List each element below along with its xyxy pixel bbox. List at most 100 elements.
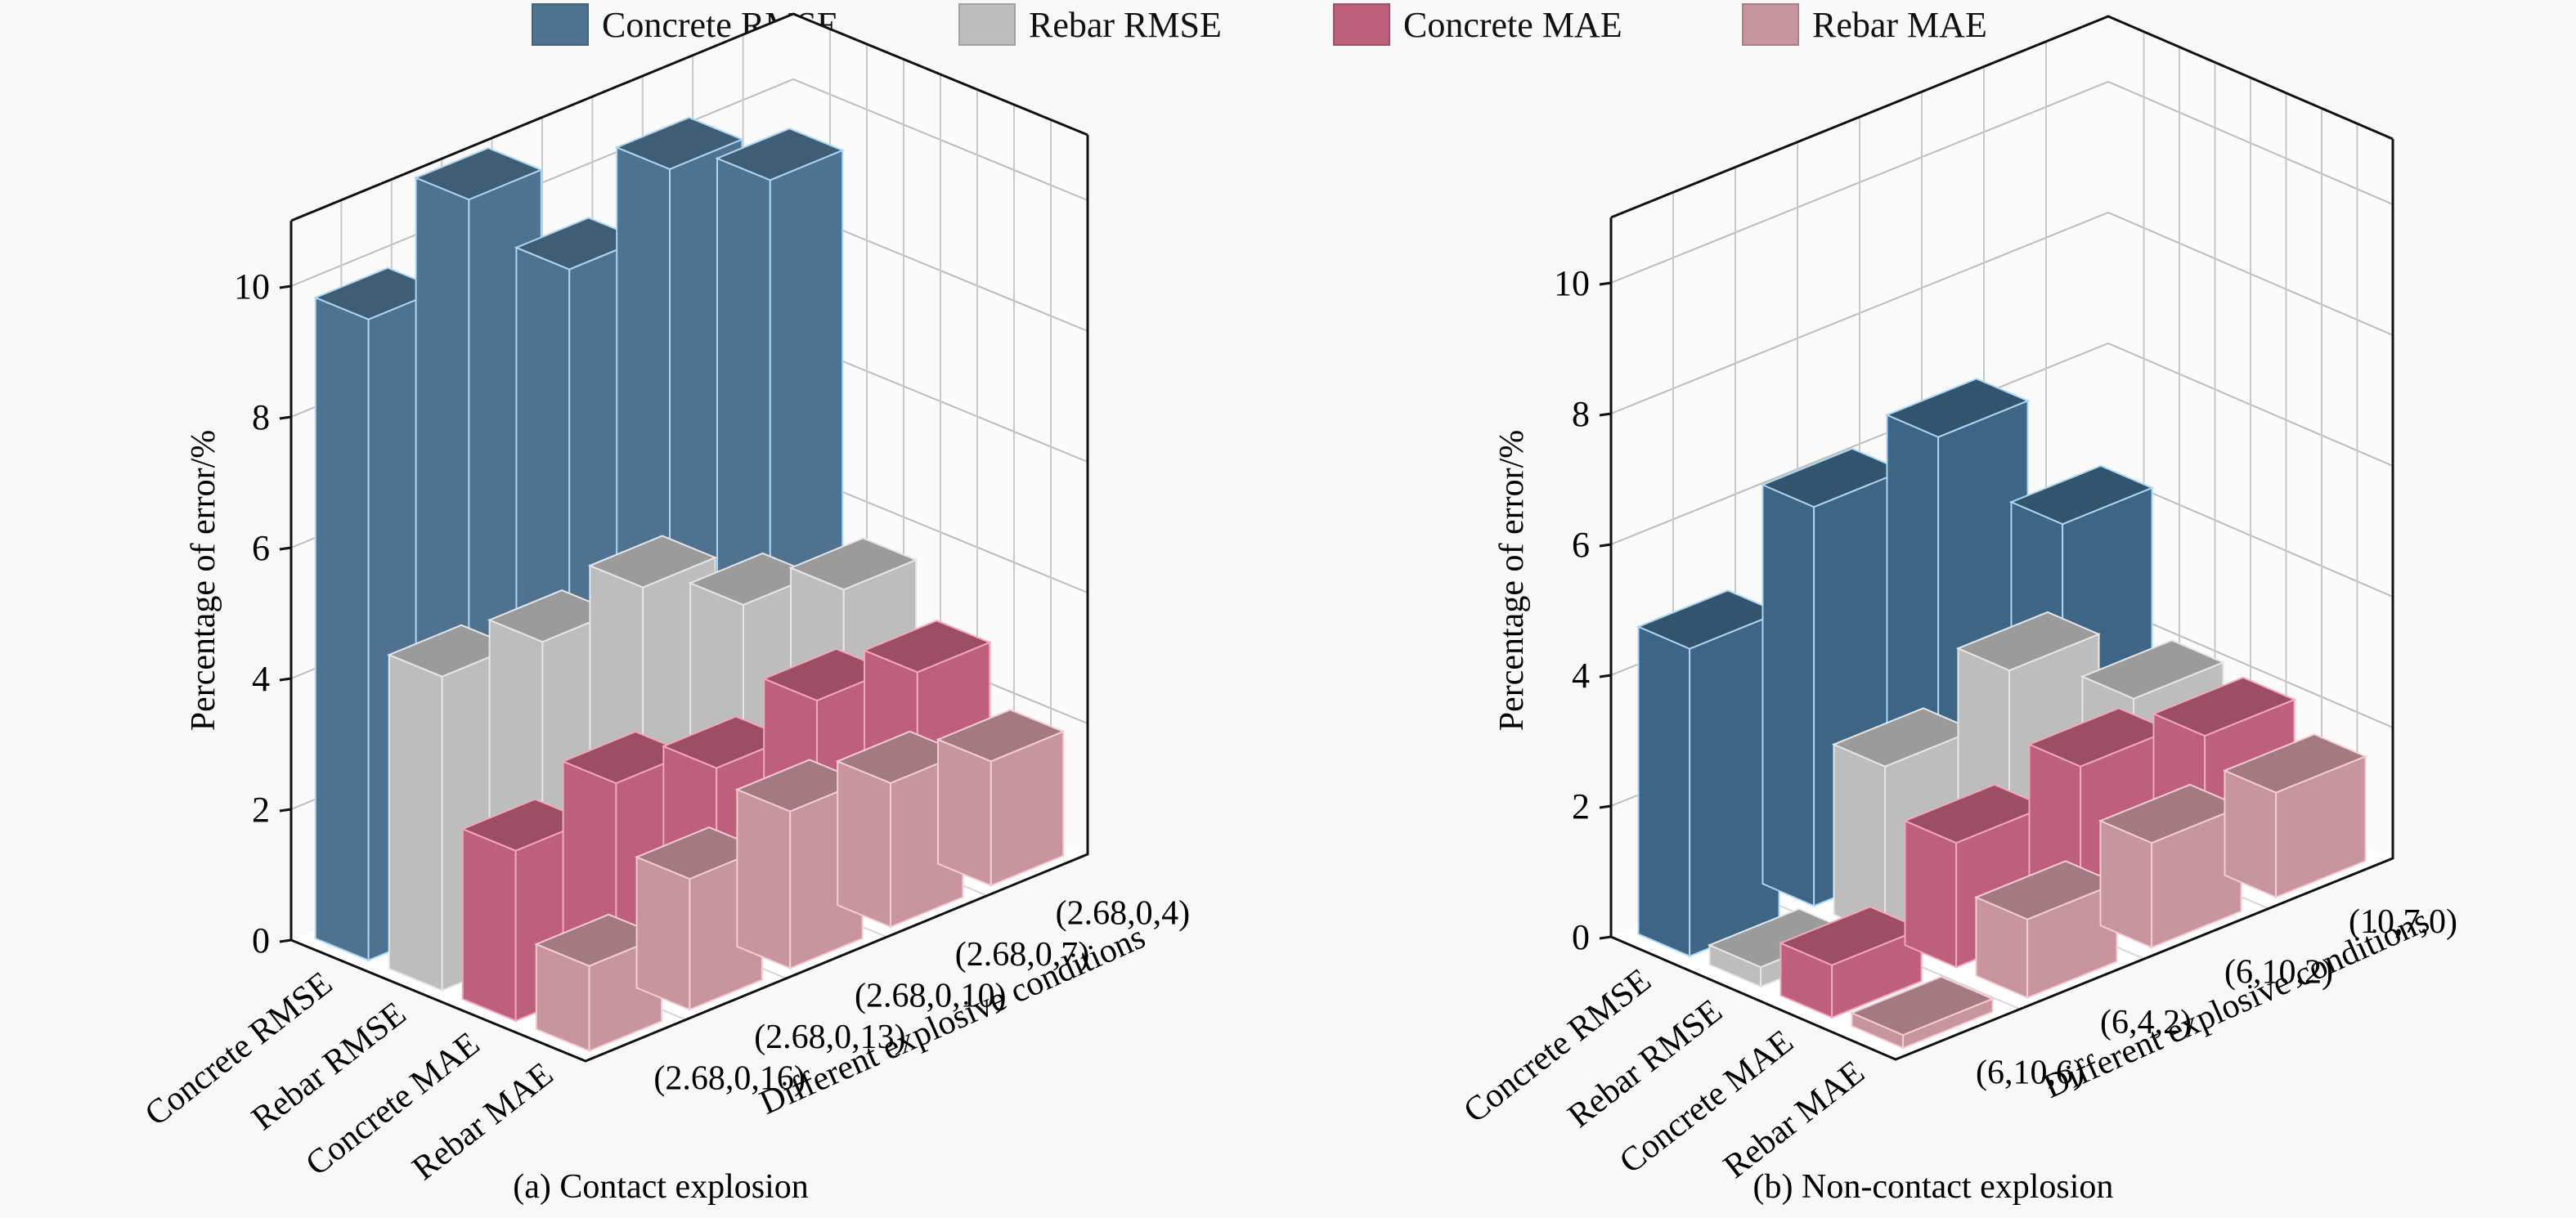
bar-face-left bbox=[461, 827, 517, 1023]
y-tick-label: 2 bbox=[252, 790, 270, 830]
y-tick bbox=[279, 938, 292, 943]
y-tick-label: 8 bbox=[252, 397, 270, 437]
legend-swatch-rebar-mae bbox=[1742, 3, 1799, 46]
legend-label: Rebar RMSE bbox=[1029, 4, 1222, 45]
bar-top bbox=[2026, 707, 2173, 768]
bar-top bbox=[614, 116, 745, 171]
gridline-y bbox=[1610, 211, 2394, 414]
bar bbox=[2098, 783, 2244, 949]
bar-top bbox=[1636, 589, 1782, 650]
axis-frame-lines bbox=[1609, 139, 2394, 1061]
bar-top bbox=[1884, 378, 2031, 438]
legend-item-rebar-rmse: Rebar RMSE bbox=[958, 3, 1222, 46]
y-tick-label: 6 bbox=[1572, 525, 1590, 565]
bar bbox=[1636, 589, 1782, 958]
bar-top bbox=[587, 535, 718, 589]
bars bbox=[1636, 378, 2368, 1050]
bar-face-left bbox=[736, 788, 792, 970]
y-tick bbox=[279, 677, 292, 682]
gridline-y bbox=[1610, 80, 2394, 284]
bar-top bbox=[2080, 639, 2226, 700]
y-tick bbox=[279, 546, 292, 551]
category-label: Concrete RMSE bbox=[138, 965, 339, 1133]
bar-top bbox=[2222, 733, 2368, 794]
y-tick bbox=[279, 284, 292, 289]
axis-frame-top bbox=[1610, 15, 2394, 219]
bar-top bbox=[936, 709, 1066, 763]
y-tick bbox=[1599, 543, 1612, 548]
bar-top bbox=[2008, 464, 2155, 526]
bar-face-left bbox=[1904, 819, 1958, 969]
condition-label: (10,7,0) bbox=[2349, 903, 2457, 941]
y-tick-label: 2 bbox=[1572, 786, 1590, 826]
condition-label: (6,10,6) bbox=[1976, 1054, 2085, 1091]
bar bbox=[936, 709, 1066, 887]
y-tick-label: 10 bbox=[234, 266, 270, 307]
category-label: Concrete RMSE bbox=[1456, 961, 1658, 1130]
legend-swatch-concrete-mae bbox=[1333, 3, 1390, 46]
bar-top bbox=[1760, 447, 1906, 508]
y-tick-label: 8 bbox=[1572, 394, 1590, 434]
bar bbox=[1849, 975, 1995, 1050]
bar-top bbox=[1849, 975, 1995, 1037]
bar-top bbox=[862, 620, 992, 674]
bar-face-left bbox=[635, 856, 691, 1011]
y-tick bbox=[1599, 935, 1612, 940]
y-tick-label: 0 bbox=[1572, 917, 1590, 957]
y-tick bbox=[279, 415, 292, 420]
bar-top bbox=[1831, 707, 1977, 768]
gridline-y bbox=[1610, 342, 2394, 545]
y-tick bbox=[1599, 281, 1612, 286]
y-tick bbox=[1599, 804, 1612, 809]
condition-label: (2.68,0,13) bbox=[754, 1019, 905, 1056]
y-tick bbox=[1599, 412, 1612, 417]
bar-top bbox=[413, 146, 544, 201]
bar-face-left bbox=[388, 653, 443, 992]
bar bbox=[1973, 860, 2120, 1000]
y-axis-title: Percentage of error/% bbox=[1493, 430, 1531, 731]
bar-top bbox=[2098, 783, 2244, 844]
panel-caption: (a) Contact explosion bbox=[513, 1168, 809, 1206]
y-tick-label: 4 bbox=[252, 659, 270, 699]
legend-item-rebar-mae: Rebar MAE bbox=[1742, 3, 1987, 46]
condition-label: (6,10,2) bbox=[2224, 953, 2333, 991]
legend-label: Concrete MAE bbox=[1403, 4, 1622, 45]
legend: Concrete RMSE Rebar RMSE Concrete MAE Re… bbox=[0, 0, 2576, 49]
legend-item-concrete-rmse: Concrete RMSE bbox=[532, 3, 839, 46]
bar-face-left bbox=[314, 296, 370, 962]
y-tick-label: 4 bbox=[1572, 656, 1590, 696]
bar-top bbox=[788, 537, 918, 591]
bars bbox=[313, 116, 1066, 1053]
y-tick bbox=[279, 808, 292, 813]
bar-top bbox=[1902, 783, 2049, 844]
bar-face-left bbox=[1833, 743, 1887, 938]
condition-label: (6,4,2) bbox=[2100, 1004, 2192, 1041]
legend-item-concrete-mae: Concrete MAE bbox=[1333, 3, 1622, 46]
bar-face-left bbox=[1637, 625, 1691, 958]
condition-label: (2.68,0,7) bbox=[955, 936, 1089, 974]
condition-label: (2.68,0,10) bbox=[855, 978, 1006, 1015]
panel-caption: (b) Non-contact explosion bbox=[1753, 1168, 2114, 1206]
bar-top bbox=[1973, 860, 2120, 920]
bar-face-left bbox=[837, 759, 891, 929]
bar-top bbox=[1778, 906, 1924, 966]
bar-top bbox=[715, 128, 845, 181]
bar-face-left bbox=[1761, 483, 1815, 907]
bar-top bbox=[1955, 611, 2102, 672]
bar-top bbox=[2151, 676, 2297, 737]
legend-label: Rebar MAE bbox=[1812, 4, 1987, 45]
y-tick-label: 0 bbox=[252, 920, 270, 961]
y-axis-title: Percentage of error/% bbox=[185, 430, 222, 731]
condition-label: (2.68,0,16) bbox=[653, 1060, 805, 1098]
legend-swatch-rebar-rmse bbox=[958, 3, 1016, 46]
y-tick-label: 6 bbox=[252, 528, 270, 568]
y-tick bbox=[1599, 674, 1612, 678]
axis-frame-lines bbox=[289, 135, 1089, 1063]
y-tick-label: 10 bbox=[1554, 263, 1590, 303]
condition-label: (2.68,0,4) bbox=[1056, 894, 1190, 932]
legend-swatch-concrete-rmse bbox=[532, 3, 589, 46]
bar bbox=[734, 759, 865, 970]
